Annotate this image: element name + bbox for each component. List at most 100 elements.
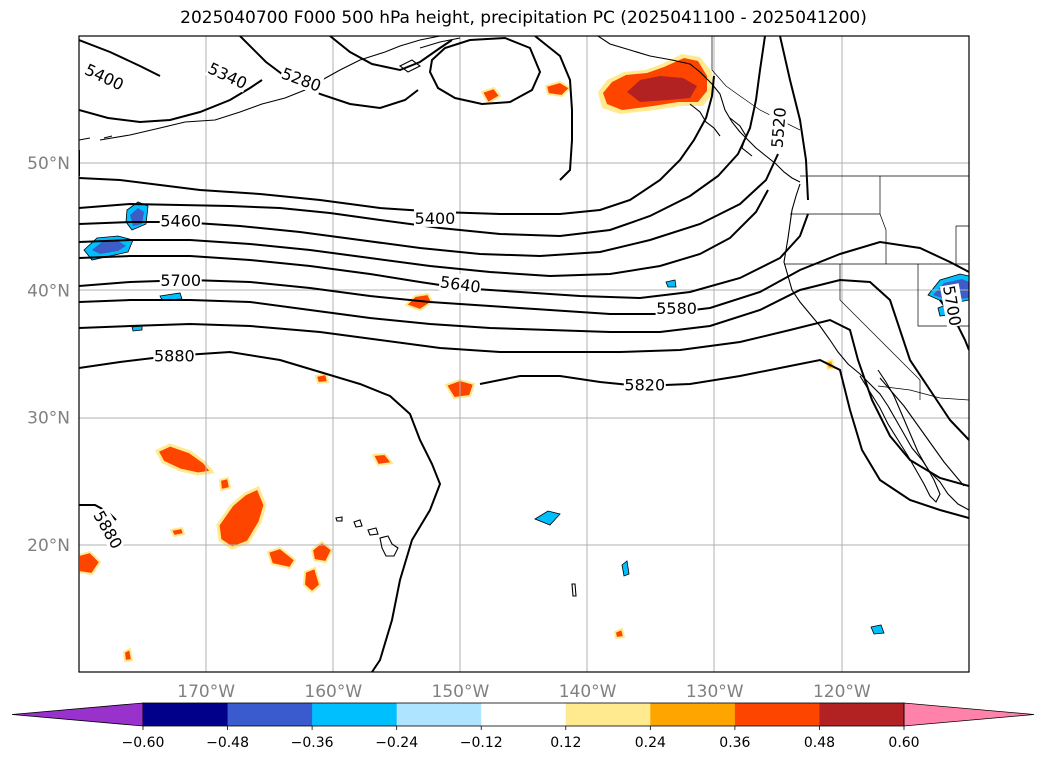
colorbar-tick-label: 0.24 (635, 735, 666, 751)
coastline-hawaii-1 (353, 519, 363, 528)
contour-label: 5400 (414, 207, 456, 228)
contour-5760-main (79, 278, 969, 441)
colorbar-tick-label: 0.12 (550, 735, 581, 751)
precip-patch-hawaii-1 (154, 443, 215, 476)
contour-5400-closed (428, 36, 542, 106)
colorbar-tick-label: 0.36 (719, 735, 750, 751)
state-borders (711, 36, 969, 401)
precip-patch-blue-mid-3 (665, 279, 677, 288)
precip-patch-mid-5 (371, 452, 394, 467)
contour-5520-bc (779, 36, 809, 201)
contour-label: 5520 (766, 105, 790, 150)
contour-label-background (655, 298, 698, 318)
coastline-baja (859, 369, 941, 503)
contour-label-text: 5580 (656, 299, 697, 318)
precip-patch-blue-mid-1 (534, 510, 561, 526)
coastline-alaska-peninsula (99, 36, 441, 141)
contour-label-text: 5400 (415, 209, 456, 228)
contour-5340-arc (239, 36, 419, 110)
colorbar-tick-label: −0.36 (291, 735, 334, 751)
precip-patch-blue-west-core (92, 241, 126, 254)
coastline-alaska-south (419, 36, 801, 183)
latitude-tick-labels: 20°N 30°N 40°N 50°N (27, 154, 70, 556)
colorbar-tick-label: −0.24 (375, 735, 418, 751)
lat-tick-label: 40°N (27, 281, 70, 301)
contour-5880-east (479, 358, 969, 519)
coastline-aleutians-west (79, 135, 113, 141)
contour-5460-main (79, 36, 766, 238)
contour-label: 5700 (159, 270, 202, 290)
colorbar-segment (312, 703, 398, 726)
contour-label: 5640 (438, 271, 483, 297)
contour-5700-main (79, 240, 969, 315)
contour-label: 5820 (623, 374, 666, 395)
contour-label-background (159, 210, 202, 230)
precip-patch-blue-mid-5 (870, 624, 885, 635)
gridlines (79, 36, 969, 672)
contour-label-background (153, 345, 196, 365)
coastline-kodiak (398, 59, 422, 73)
contour-label-text: 5880 (154, 346, 195, 365)
precip-patch-mid-7 (169, 526, 186, 538)
contour-5400-main (79, 75, 715, 215)
contour-label-background (81, 58, 128, 94)
lon-tick-label: 120°W (813, 682, 871, 702)
colorbar-tick-label: −0.12 (460, 735, 503, 751)
coastline-hawaii-2 (367, 527, 379, 536)
precip-patch-hawaii-2 (216, 485, 267, 550)
contour-label: 5880 (153, 345, 196, 365)
border-utah (955, 225, 969, 264)
longitude-tick-labels: 170°W 160°W 150°W 140°W 130°W 120°W (177, 682, 871, 702)
contour-label: 5580 (655, 298, 698, 318)
contour-label-text: 5700 (160, 271, 201, 290)
precip-patch-hawaii-4 (310, 540, 334, 564)
contour-5400-left (79, 39, 161, 77)
lon-tick-label: 130°W (686, 682, 744, 702)
contour-label-background (438, 271, 483, 296)
colorbar-segment (819, 703, 905, 726)
contour-label-text: 5820 (624, 376, 665, 395)
coastlines (79, 36, 969, 597)
height-contours (79, 36, 969, 672)
contour-label-background (623, 374, 666, 394)
precip-patch-mid-1 (404, 292, 434, 312)
contour-5400-upper (79, 79, 263, 124)
contour-5640-main (79, 213, 809, 300)
coastline-hawaii-4 (335, 516, 343, 522)
colorbar-segment (650, 703, 736, 726)
precip-patch-mid-8 (218, 476, 232, 492)
precip-patch-mid-6 (314, 372, 330, 385)
lon-tick-label: 140°W (559, 682, 617, 702)
contour-label-background (278, 62, 325, 95)
colorbar-segment (143, 703, 229, 726)
contour-label-background (939, 283, 966, 328)
lat-tick-label: 50°N (27, 154, 70, 174)
colorbar-extend-high (903, 702, 1035, 727)
precip-patch-hawaii-5 (302, 566, 322, 594)
precip-patch-mid-10 (613, 627, 626, 640)
coastline-gulf-california (879, 377, 965, 487)
contour-label-text: 5520 (768, 107, 790, 149)
colorbar-tick-label: −0.60 (122, 735, 165, 751)
map-background (79, 36, 969, 672)
lon-tick-label: 150°W (432, 682, 490, 702)
map-frame (78, 35, 970, 673)
contour-label-background (414, 207, 456, 227)
colorbar-extend-low (11, 702, 144, 727)
colorbar-segment (565, 703, 651, 726)
contour-label-background (159, 270, 202, 290)
contour-5460-upper-arc (534, 36, 573, 181)
colorbar-tick-label: −0.48 (206, 735, 249, 751)
contour-label-background (766, 105, 790, 150)
precip-patch-mid-3 (480, 86, 502, 105)
coastline-hawaii-3 (379, 535, 399, 557)
coastline-island-mid (571, 583, 577, 597)
contour-label-text: 5460 (160, 211, 201, 230)
lon-tick-label: 160°W (304, 682, 362, 702)
border-idaho-west (879, 176, 887, 264)
colorbar-frame (142, 702, 905, 727)
lon-tick-label: 170°W (177, 682, 235, 702)
